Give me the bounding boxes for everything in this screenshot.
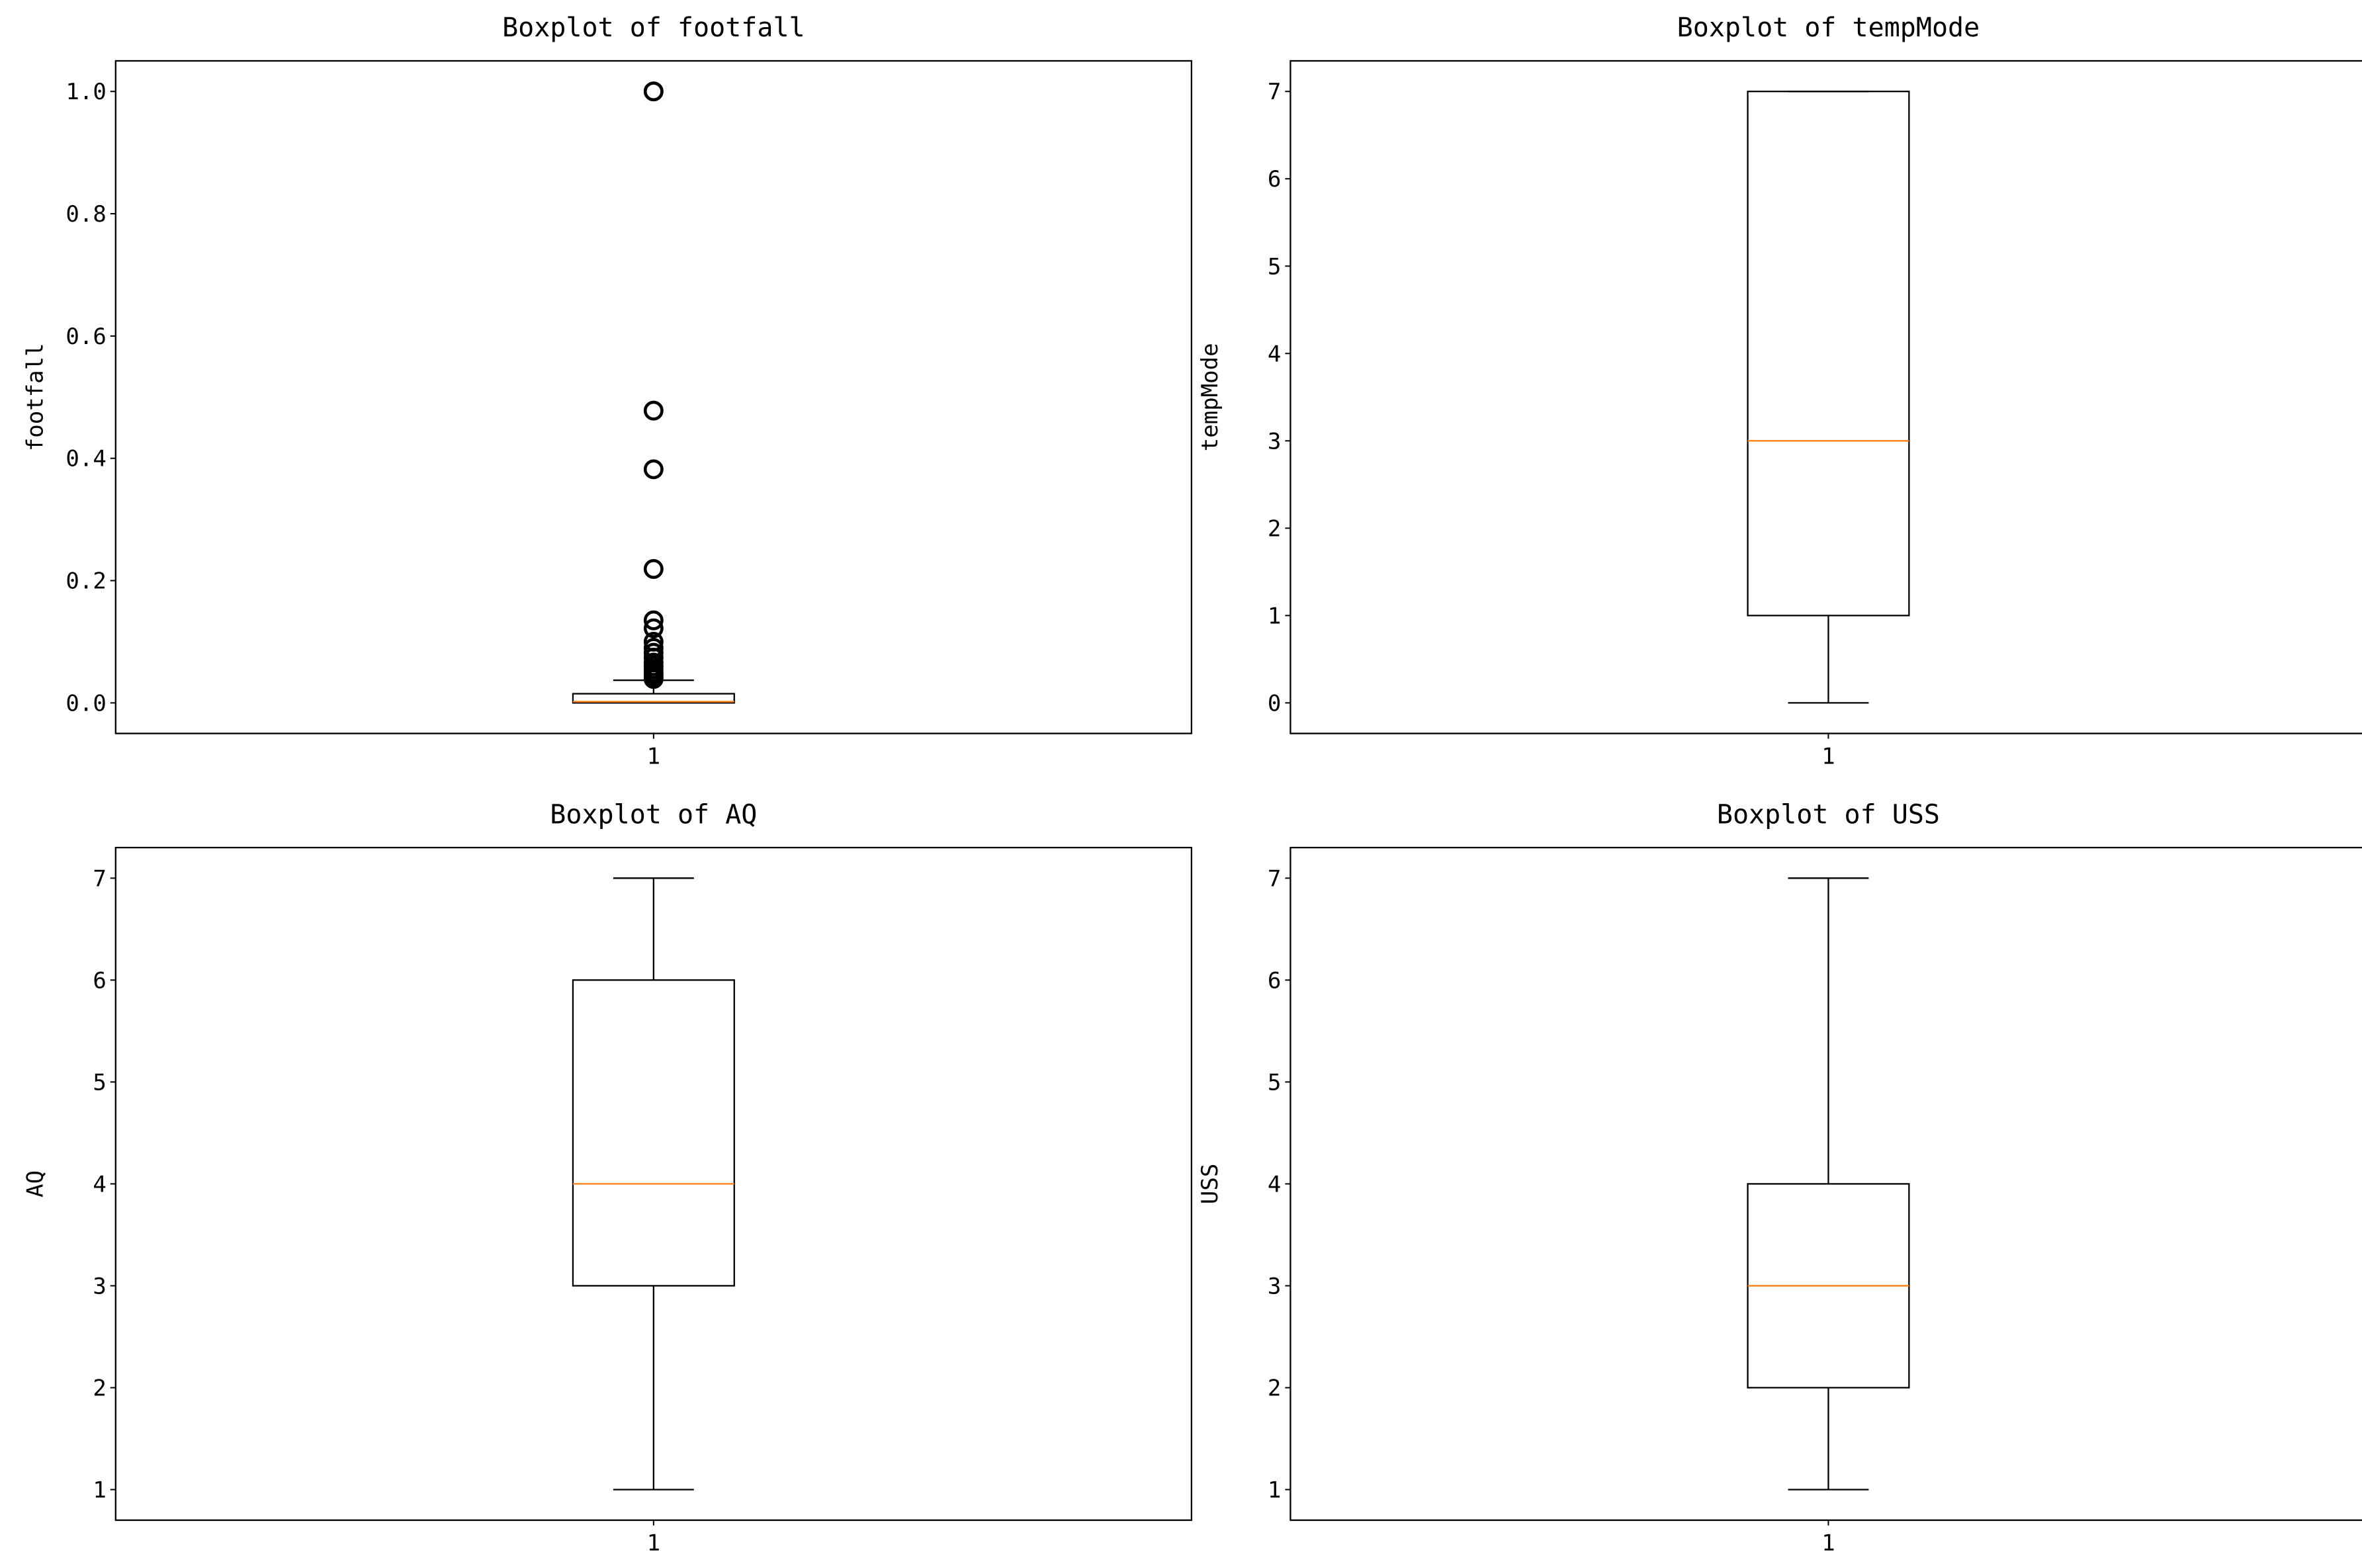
y-tick-label: 3: [1268, 428, 1281, 455]
y-tick-label: 0: [1268, 690, 1281, 717]
y-tick-label: 5: [93, 1069, 106, 1096]
outlier-point: [643, 81, 664, 102]
x-tick-label: 1: [647, 1530, 660, 1557]
chart-panel-footfall: Boxplot of footfall footfall 0.0 0.2 0.4 0.6 0…: [22, 13, 1193, 770]
y-tick-label: 6: [1268, 967, 1281, 994]
outlier-point: [643, 459, 664, 480]
y-axis-label: AQ: [22, 1170, 48, 1198]
chart-title: Boxplot of footfall: [502, 13, 805, 43]
chart-title: Boxplot of AQ: [550, 799, 757, 830]
y-tick-label: 7: [1268, 79, 1281, 105]
y-tick-label: 0.2: [66, 568, 106, 595]
x-tick-label: 1: [1821, 744, 1835, 770]
y-tick-label: 1: [1268, 603, 1281, 629]
y-tick-label: 7: [1268, 865, 1281, 892]
y-tick-label: 5: [1268, 253, 1281, 280]
chart-panel-uss: Boxplot of USS USS 1 2 3 4 5 6 7 1: [1197, 799, 2362, 1557]
y-tick-label: 5: [1268, 1069, 1281, 1096]
y-tick-label: 1.0: [66, 79, 106, 105]
plot-frame: [1290, 846, 2362, 1521]
y-tick-label: 7: [93, 865, 106, 892]
x-tick-label: 1: [1821, 1530, 1835, 1557]
plot-frame: [114, 846, 1193, 1521]
y-tick-label: 0.8: [66, 201, 106, 228]
y-tick-label: 0.4: [66, 446, 106, 472]
chart-panel-aq: Boxplot of AQ AQ 1 2 3 4 5 6 7 1: [22, 799, 1193, 1557]
y-tick-label: 3: [93, 1273, 106, 1299]
plot-frame: [1290, 60, 2362, 734]
outlier-point: [643, 618, 664, 638]
y-tick-label: 2: [1268, 1375, 1281, 1401]
y-tick-label: 6: [93, 967, 106, 994]
iqr-box: [572, 693, 735, 704]
x-tick-label: 1: [647, 744, 660, 770]
y-tick-label: 4: [93, 1171, 106, 1198]
y-tick-label: 4: [1268, 341, 1281, 367]
plot-frame: [114, 60, 1193, 734]
y-tick-label: 1: [1268, 1477, 1281, 1503]
y-tick-label: 2: [93, 1375, 106, 1401]
y-tick-label: 4: [1268, 1171, 1281, 1198]
y-tick-label: 6: [1268, 166, 1281, 193]
y-tick-label: 0.0: [66, 690, 106, 717]
y-axis-label: tempMode: [1197, 343, 1223, 451]
outlier-point: [643, 400, 664, 421]
chart-title: Boxplot of tempMode: [1677, 13, 1980, 43]
y-axis-label: USS: [1197, 1164, 1223, 1204]
y-tick-label: 1: [93, 1477, 106, 1503]
outlier-point: [643, 559, 664, 579]
chart-title: Boxplot of USS: [1717, 799, 1940, 830]
y-tick-label: 2: [1268, 515, 1281, 542]
outlier-point: [643, 669, 664, 689]
outlier-point: [643, 610, 664, 631]
y-tick-label: 3: [1268, 1273, 1281, 1299]
y-tick-label: 0.6: [66, 324, 106, 350]
iqr-box: [572, 979, 735, 1287]
chart-panel-tempmode: Boxplot of tempMode tempMode 0 1 2 3 4 5 6 7 1: [1197, 13, 2362, 770]
y-axis-label: footfall: [22, 343, 48, 451]
iqr-box: [1747, 91, 1910, 617]
